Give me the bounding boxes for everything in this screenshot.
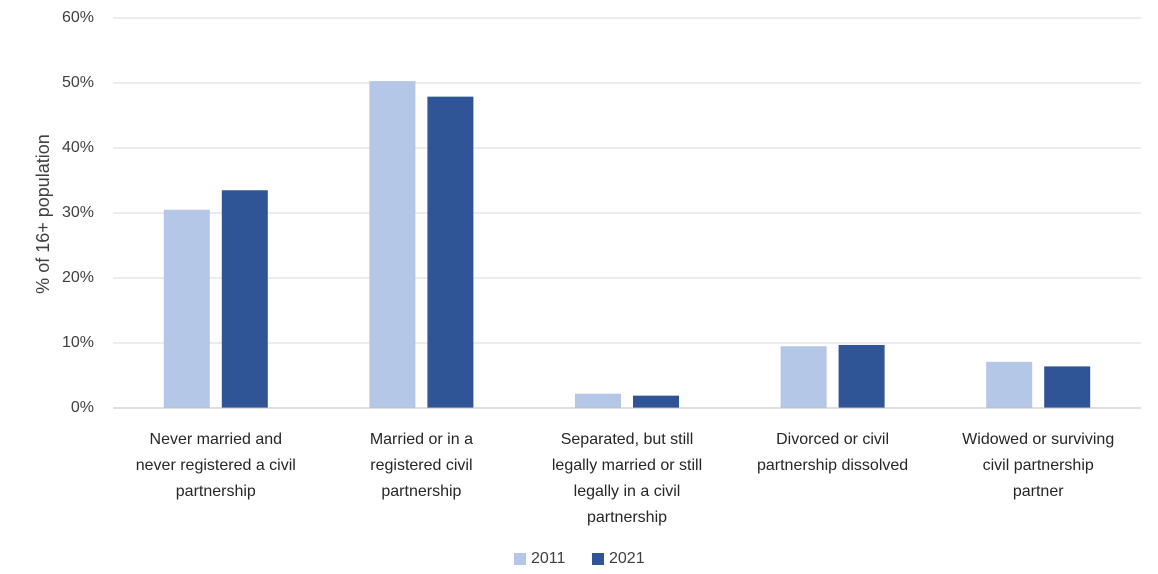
y-tick-label: 0% bbox=[71, 399, 94, 416]
category-label: Widowed or surviving civil partnership par… bbox=[962, 431, 1114, 500]
y-tick-label: 20% bbox=[62, 269, 94, 286]
category-label-line: Widowed or surviving bbox=[962, 431, 1114, 448]
bar-2011-1 bbox=[369, 81, 416, 409]
gridlines bbox=[113, 17, 1141, 344]
bar-2021-1 bbox=[427, 96, 474, 409]
y-axis-ticks: 0% 10% 20% 30% 40% 50% 60% bbox=[62, 9, 94, 416]
category-label-line: partnership bbox=[587, 509, 667, 526]
legend-swatch-2021 bbox=[592, 553, 604, 565]
bars bbox=[163, 81, 1091, 409]
legend-swatch-2011 bbox=[514, 553, 526, 565]
category-label-line: partner bbox=[1013, 483, 1064, 500]
category-label-line: civil partnership bbox=[983, 457, 1094, 474]
category-label: Never married and never registered a civi… bbox=[136, 431, 296, 500]
y-tick-label: 60% bbox=[62, 9, 94, 26]
bar-2011-0 bbox=[163, 209, 210, 408]
category-label: Married or in a registered civil partnersh… bbox=[370, 431, 473, 500]
bar-2021-0 bbox=[221, 190, 268, 408]
category-label-line: partnership bbox=[381, 483, 461, 500]
bar-2021-2 bbox=[633, 395, 679, 408]
legend-label-2021: 2021 bbox=[609, 550, 645, 567]
y-tick-label: 50% bbox=[62, 74, 94, 91]
y-tick-label: 40% bbox=[62, 139, 94, 156]
category-label-line: registered civil bbox=[370, 457, 472, 474]
bar-2021-3 bbox=[838, 344, 885, 408]
category-label-line: legally in a civil bbox=[574, 483, 681, 500]
category-labels: Never married and never registered a civi… bbox=[136, 431, 1114, 526]
legend-label-2011: 2011 bbox=[531, 550, 566, 567]
category-label-line: never registered a civil bbox=[136, 457, 296, 474]
bar-2011-4 bbox=[986, 361, 1033, 408]
category-label: Divorced or civil partnership dissolved bbox=[757, 431, 908, 474]
legend: 2011 2021 bbox=[514, 550, 645, 567]
category-label-line: partnership bbox=[176, 483, 256, 500]
category-label-line: Married or in a bbox=[370, 431, 473, 448]
y-axis-label: % of 16+ population bbox=[33, 134, 53, 294]
category-label-line: Separated, but still bbox=[561, 431, 694, 448]
category-label-line: partnership dissolved bbox=[757, 457, 908, 474]
bar-2011-2 bbox=[575, 393, 621, 408]
category-label: Separated, but still legally married or s… bbox=[552, 431, 702, 526]
category-label-line: Divorced or civil bbox=[776, 431, 889, 448]
category-label-line: legally married or still bbox=[552, 457, 702, 474]
y-tick-label: 30% bbox=[62, 204, 94, 221]
bar-2011-3 bbox=[780, 346, 827, 408]
bar-2021-4 bbox=[1044, 366, 1091, 408]
category-label-line: Never married and bbox=[150, 431, 283, 448]
y-tick-label: 10% bbox=[62, 334, 94, 351]
